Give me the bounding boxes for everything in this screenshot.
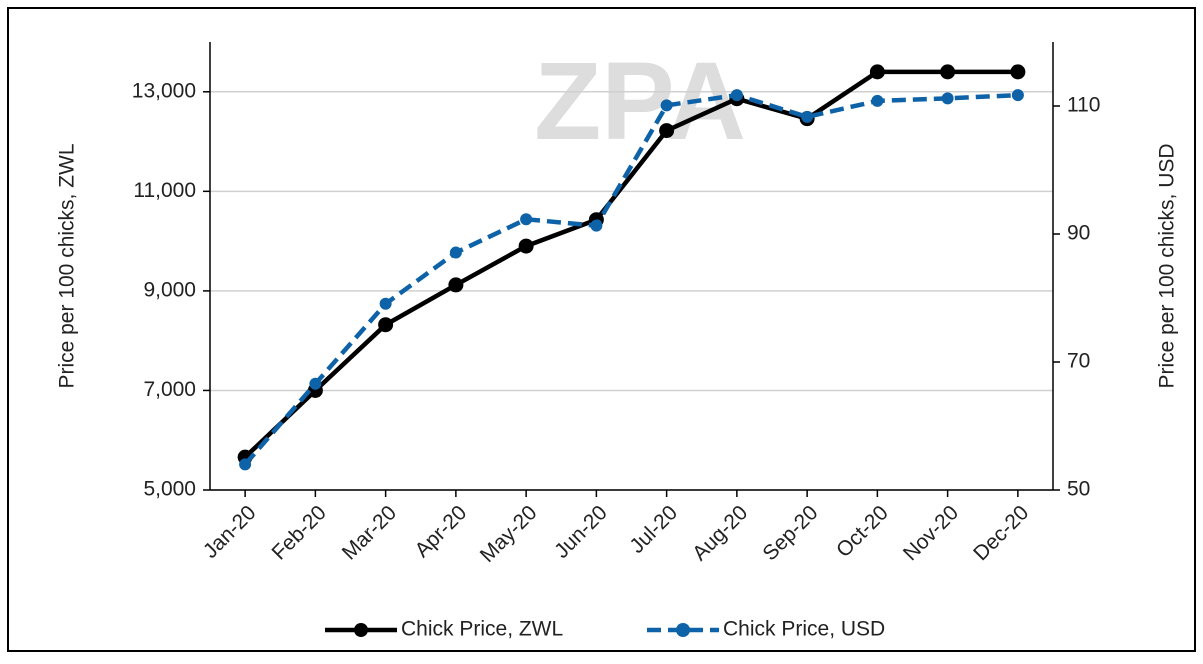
point (380, 298, 392, 310)
legend-marker (676, 623, 690, 637)
y-axis-label: Price per 100 chicks, ZWL (56, 143, 79, 388)
point (1012, 89, 1024, 101)
y-tick-label: 11,000 (133, 179, 196, 202)
point (942, 92, 954, 104)
point (731, 89, 743, 101)
y2-tick-label: 50 (1067, 478, 1090, 501)
point (661, 99, 673, 111)
chart: ZPA Price per 100 chicks, ZWL Price per … (0, 0, 1203, 659)
y2-axis-label: Price per 100 chicks, USD (1156, 143, 1179, 388)
point (940, 64, 955, 79)
point (659, 123, 674, 138)
y2-tick-label: 110 (1067, 94, 1100, 117)
point (590, 220, 602, 232)
watermark: ZPA (534, 40, 746, 163)
y2-tick-label: 90 (1067, 222, 1090, 245)
point (1010, 64, 1025, 79)
y-tick-label: 7,000 (143, 378, 196, 401)
point (309, 378, 321, 390)
point (239, 458, 251, 470)
point (870, 64, 885, 79)
legend-marker (354, 623, 368, 637)
y-tick-label: 5,000 (143, 478, 196, 501)
legend-label: Chick Price, ZWL (401, 618, 563, 641)
legend-label: Chick Price, USD (723, 618, 885, 641)
y2-tick-label: 70 (1067, 350, 1090, 373)
y-tick-label: 9,000 (143, 278, 196, 301)
point (378, 317, 393, 332)
point (801, 111, 813, 123)
y-tick-label: 13,000 (132, 79, 196, 102)
point (519, 239, 534, 254)
point (450, 247, 462, 259)
point (448, 277, 463, 292)
point (520, 213, 532, 225)
point (871, 95, 883, 107)
